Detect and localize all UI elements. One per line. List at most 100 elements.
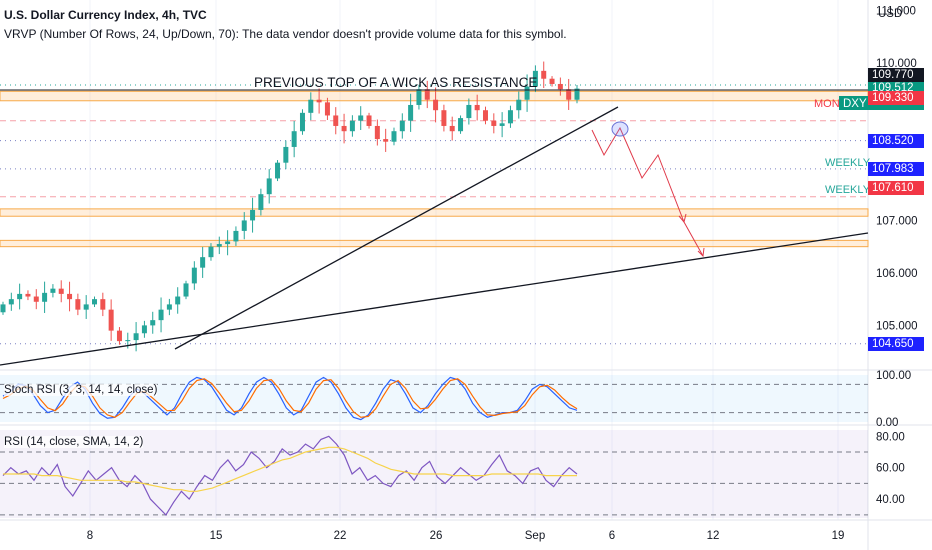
candle-body: [175, 296, 181, 305]
trend-drawings: [0, 89, 869, 366]
candle-body: [108, 309, 114, 331]
projection-path: [591, 126, 704, 257]
candle-body: [391, 131, 397, 142]
resistance-annotation: PREVIOUS TOP OF A WICK AS RESISTANCE: [254, 75, 537, 90]
candle-body: [33, 296, 39, 302]
candle-body: [275, 162, 281, 179]
candle-body: [507, 110, 513, 124]
candle-body: [441, 110, 447, 126]
candle-body: [557, 83, 563, 90]
time-axis[interactable]: 8 15 22 26 Sep 6 12 19: [87, 530, 845, 542]
candle-body: [399, 120, 405, 132]
monthly-annotation: MONT: [814, 98, 847, 110]
sr-zone: [0, 239, 869, 248]
stoch-tick-label: 100.00: [876, 370, 911, 382]
annotations: PREVIOUS TOP OF A WICK AS RESISTANCE MONT…: [254, 75, 871, 196]
rsi-tick-label: 40.00: [876, 494, 905, 506]
retest-circle: [611, 121, 629, 137]
candle-body: [516, 99, 522, 111]
candle-body: [158, 309, 164, 321]
candle-body: [532, 70, 538, 87]
rsi-tick-label: 60.00: [876, 463, 905, 475]
sr-zone: [0, 90, 869, 102]
candle-body: [408, 104, 414, 121]
candle-body: [8, 299, 14, 305]
candle-body: [499, 123, 505, 126]
candle-body: [416, 89, 422, 105]
candle-body: [233, 230, 239, 242]
candles: [0, 61, 580, 352]
candle-body: [433, 99, 439, 111]
candle-body: [25, 293, 31, 297]
dotted-levels: [0, 84, 868, 345]
time-tick-label: 22: [334, 530, 347, 542]
candle-body: [208, 246, 214, 258]
symbol-tag: DXY: [839, 96, 868, 110]
vrvp-indicator-label: VRVP (Number Of Rows, 24, Up/Down, 70): …: [4, 27, 567, 41]
candle-body: [383, 139, 389, 142]
price-tick-label: 107.000: [876, 215, 918, 227]
time-tick-label: 26: [430, 530, 443, 542]
sr-zone: [0, 208, 869, 217]
candle-body: [566, 89, 572, 100]
weekly-annotation: WEEKLY: [825, 184, 871, 196]
candle-body: [324, 102, 330, 116]
price-tick-label: 106.000: [876, 268, 918, 280]
rsi-tick-label: 80.00: [876, 431, 905, 443]
price-tick-label: 111.000: [876, 5, 916, 17]
rsi-label: RSI (14, close, SMA, 14, 2): [4, 436, 144, 448]
candle-body: [100, 299, 106, 310]
time-tick-label: 6: [609, 530, 615, 542]
candle-body: [166, 304, 172, 310]
candle-body: [549, 78, 555, 84]
candle-body: [258, 194, 264, 210]
candle-body: [458, 118, 464, 132]
series-line: [2, 435, 578, 516]
price-tick-label: 110.000: [876, 58, 917, 70]
rsi-pane: [0, 430, 868, 518]
time-tick-label: 8: [87, 530, 93, 542]
candle-body: [333, 115, 339, 126]
candle-body: [191, 267, 197, 284]
currency-label: USD: [878, 8, 903, 20]
candle-body: [67, 293, 73, 300]
candle-body: [141, 325, 147, 334]
arrow-head-1: [678, 213, 687, 224]
weekly-annotation: WEEKLY: [825, 157, 871, 169]
candle-body: [17, 293, 23, 300]
candle-body: [466, 104, 472, 119]
candle-body: [216, 244, 222, 247]
pane-band: [0, 375, 868, 422]
candle-body: [449, 125, 455, 132]
candle-body: [283, 146, 289, 163]
candle-body: [482, 110, 488, 121]
stoch-rsi-pane: [0, 375, 868, 422]
candle-body: [133, 333, 139, 341]
candle-body: [524, 86, 530, 100]
candle-body: [341, 125, 347, 132]
candle-body: [241, 220, 247, 231]
candle-body: [125, 340, 131, 342]
arrow-head-2: [697, 247, 705, 258]
stoch-rsi-label: Stoch RSI (3, 3, 14, 14, close): [4, 384, 158, 396]
candle-body: [308, 99, 314, 113]
price-tag: 104.650: [868, 336, 924, 351]
candle-body: [541, 70, 547, 79]
candle-body: [574, 88, 580, 100]
price-tag: 109.770: [868, 68, 924, 83]
candle-body: [92, 299, 98, 305]
price-axis[interactable]: 111.000 110.000 107.000 106.000 105.000 100.0…: [876, 5, 918, 506]
candle-body: [150, 320, 156, 326]
candle-body: [474, 104, 480, 111]
time-tick-label: 19: [832, 530, 845, 542]
time-tick-label: 15: [210, 530, 223, 542]
series-line: [2, 378, 578, 418]
svg-text:DXY: DXY: [843, 98, 867, 110]
candle-body: [83, 304, 89, 310]
time-tick-label: Sep: [525, 530, 545, 542]
candle-body: [58, 288, 64, 294]
candle-body: [316, 99, 322, 103]
candle-body: [42, 292, 48, 302]
candle-body: [200, 257, 206, 268]
